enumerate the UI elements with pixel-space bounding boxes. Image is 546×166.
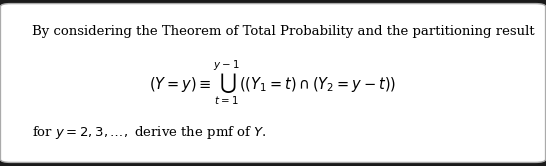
Text: By considering the Theorem of Total Probability and the partitioning result: By considering the Theorem of Total Prob… bbox=[32, 25, 535, 38]
FancyBboxPatch shape bbox=[1, 4, 545, 162]
Text: $(Y = y) \equiv \bigcup_{t=1}^{y-1} ((Y_1 = t) \cap (Y_2 = y - t))$: $(Y = y) \equiv \bigcup_{t=1}^{y-1} ((Y_… bbox=[150, 59, 396, 107]
Text: for $y = 2, 3, \ldots,$ derive the pmf of $Y$.: for $y = 2, 3, \ldots,$ derive the pmf o… bbox=[32, 124, 267, 141]
